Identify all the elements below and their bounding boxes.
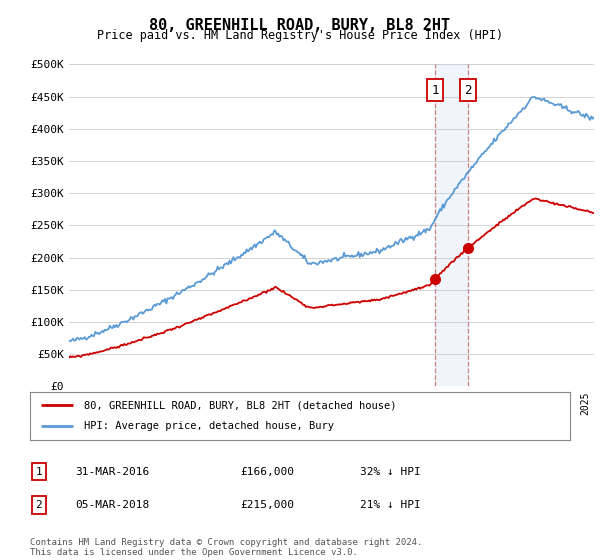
Text: 31-MAR-2016: 31-MAR-2016 (75, 466, 149, 477)
Text: 1: 1 (431, 83, 439, 97)
Text: 1: 1 (35, 466, 43, 477)
Text: 32% ↓ HPI: 32% ↓ HPI (360, 466, 421, 477)
Text: Contains HM Land Registry data © Crown copyright and database right 2024.
This d: Contains HM Land Registry data © Crown c… (30, 538, 422, 557)
Text: 05-MAR-2018: 05-MAR-2018 (75, 500, 149, 510)
Text: 80, GREENHILL ROAD, BURY, BL8 2HT (detached house): 80, GREENHILL ROAD, BURY, BL8 2HT (detac… (84, 400, 397, 410)
Text: £166,000: £166,000 (240, 466, 294, 477)
Text: £215,000: £215,000 (240, 500, 294, 510)
Text: 80, GREENHILL ROAD, BURY, BL8 2HT: 80, GREENHILL ROAD, BURY, BL8 2HT (149, 18, 451, 33)
Text: 2: 2 (464, 83, 472, 97)
Text: 21% ↓ HPI: 21% ↓ HPI (360, 500, 421, 510)
Text: HPI: Average price, detached house, Bury: HPI: Average price, detached house, Bury (84, 421, 334, 431)
Text: Price paid vs. HM Land Registry's House Price Index (HPI): Price paid vs. HM Land Registry's House … (97, 29, 503, 42)
Bar (435, 64, 468, 386)
Text: 2: 2 (35, 500, 43, 510)
